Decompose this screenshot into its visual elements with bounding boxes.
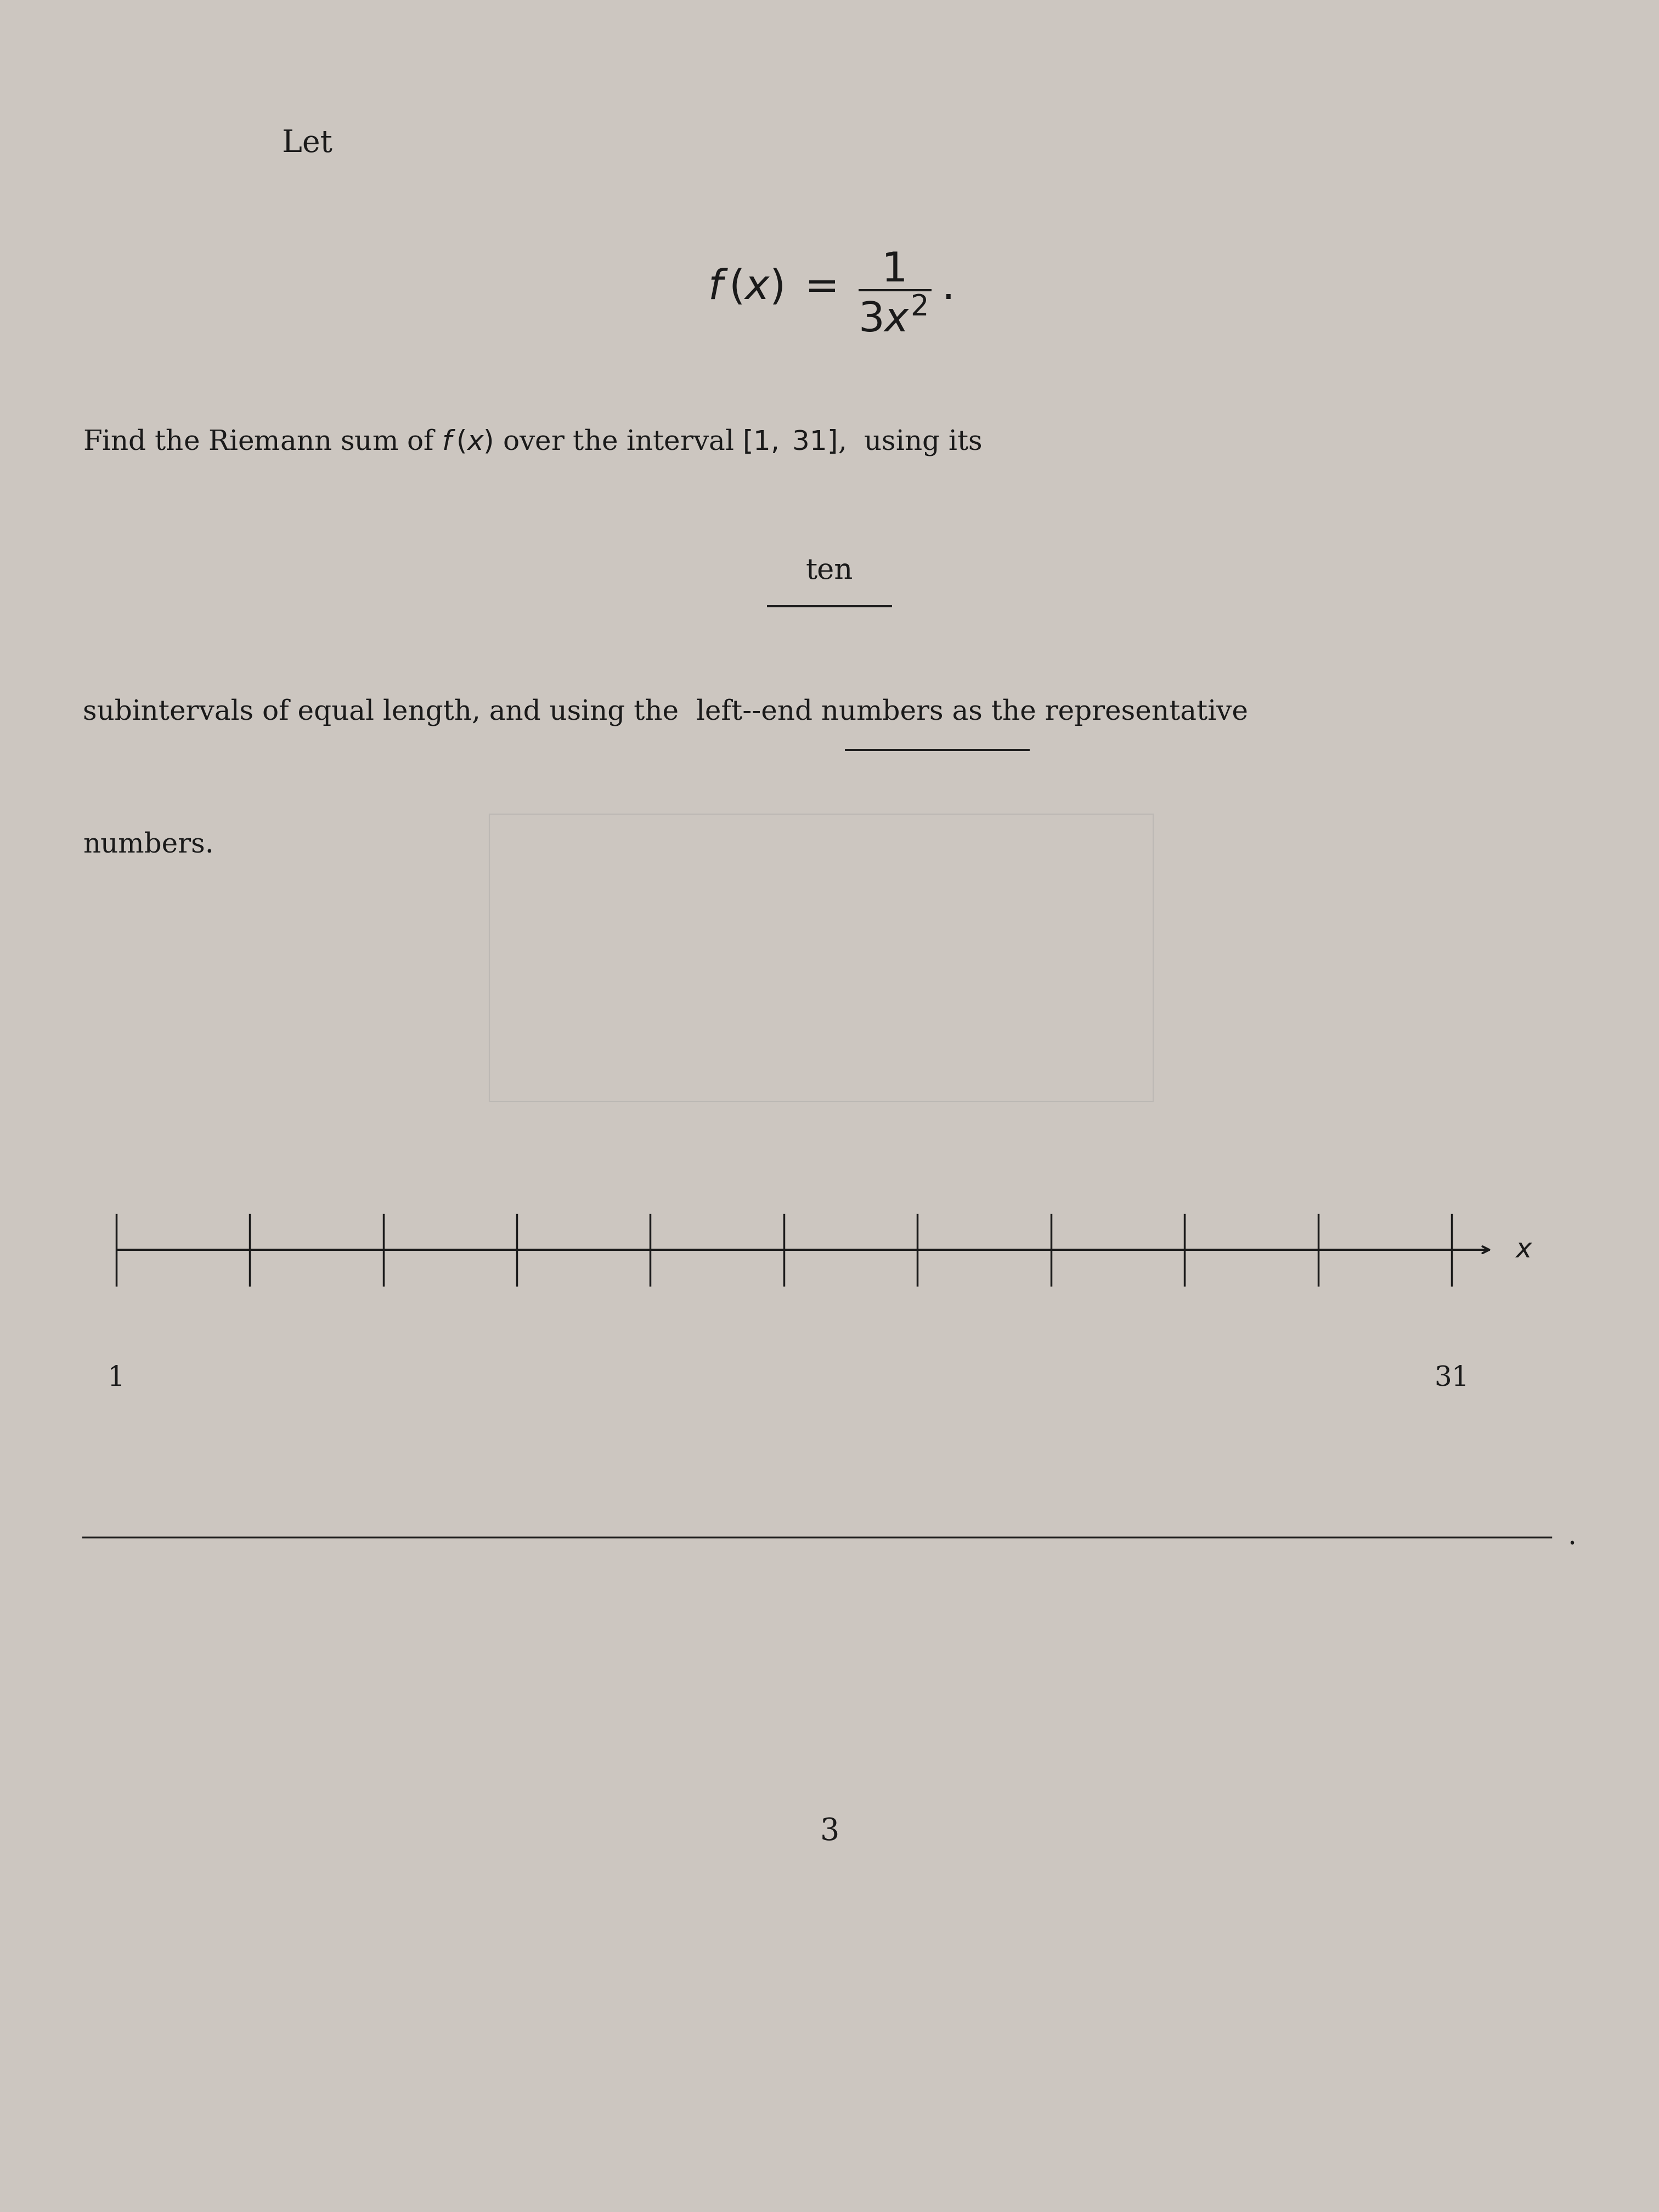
Text: .: . <box>1568 1524 1576 1551</box>
Text: Let: Let <box>282 128 332 159</box>
Text: 3: 3 <box>820 1816 839 1847</box>
Text: 31: 31 <box>1433 1365 1470 1391</box>
Text: $f\,(x) \;=\; \dfrac{1}{3x^2}\,.$: $f\,(x) \;=\; \dfrac{1}{3x^2}\,.$ <box>708 250 951 334</box>
Text: subintervals of equal length, and using the  left-­end numbers as the representa: subintervals of equal length, and using … <box>83 699 1248 726</box>
Text: 1: 1 <box>108 1365 124 1391</box>
Text: $x$: $x$ <box>1515 1237 1533 1263</box>
Text: Find the Riemann sum of $f\,(x)$ over the interval $\left[1,\;31\right]$,  using: Find the Riemann sum of $f\,(x)$ over th… <box>83 427 982 458</box>
Bar <box>489 814 1153 1102</box>
Text: ten: ten <box>806 557 853 584</box>
Text: numbers.: numbers. <box>83 832 214 858</box>
